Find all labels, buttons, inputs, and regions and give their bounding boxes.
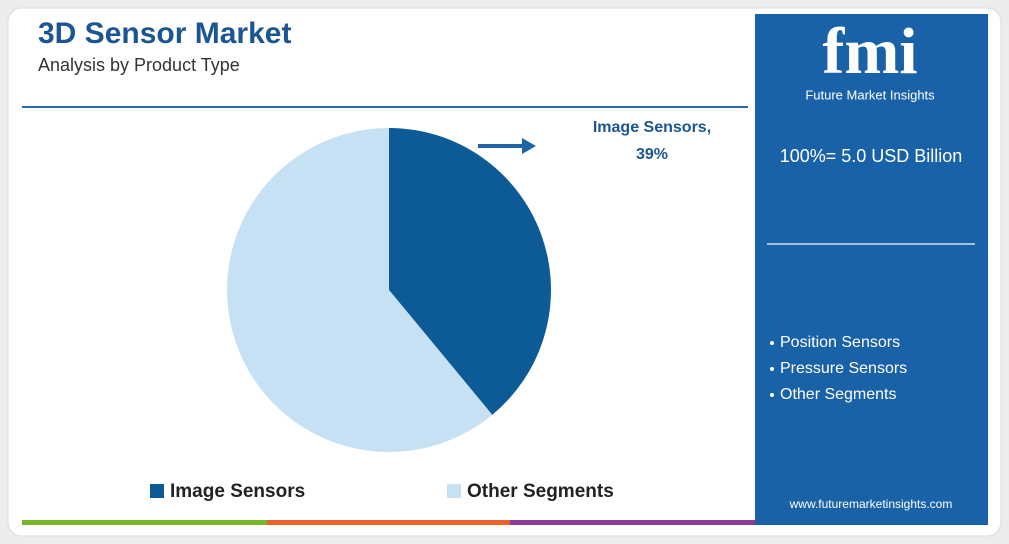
total: 100%= 5.0 USD Billion: [780, 146, 963, 166]
bullet-dot: [770, 393, 774, 397]
bullet-dot: [770, 367, 774, 371]
arrow-head: [522, 138, 536, 154]
bullets: Position Sensors Pressure Sensors Other Se…: [770, 334, 907, 403]
pie-slice: [389, 128, 551, 415]
legend-swatch: [447, 484, 461, 498]
callout-label: Image Sensors,: [593, 119, 711, 136]
stripe: [510, 520, 755, 525]
logo: fmi: [822, 15, 917, 88]
pie: [227, 128, 551, 452]
legend-label: Other Segments: [467, 481, 614, 502]
chart-subtitle: Analysis by Product Type: [38, 55, 240, 75]
legend-swatch: [150, 484, 164, 498]
brand: Future Market Insights: [805, 87, 935, 102]
stripe: [267, 520, 510, 525]
pie-slice: [227, 128, 493, 452]
bullet-dot: [770, 341, 774, 345]
bullet-text: Other Segments: [780, 386, 897, 403]
chart-title: 3D Sensor Market: [38, 17, 291, 50]
website: www.futuremarketinsights.com: [789, 497, 953, 511]
bullet-text: Position Sensors: [780, 334, 900, 351]
legend: Image Sensors Other Segments: [150, 481, 614, 502]
stripe: [22, 520, 267, 525]
sidebar: [755, 14, 988, 525]
callout-value: 39%: [636, 146, 668, 163]
bullet-text: Pressure Sensors: [780, 360, 907, 377]
legend-label: Image Sensors: [170, 481, 305, 502]
